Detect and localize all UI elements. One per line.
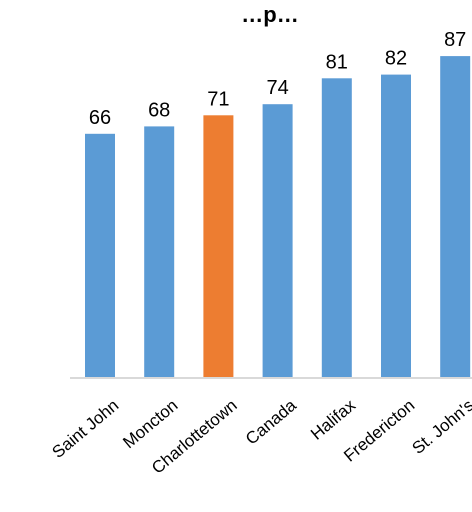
bar-halifax (321, 78, 352, 379)
bar-canada (262, 104, 293, 378)
data-label-canada: 74 (266, 77, 288, 99)
data-label-halifax: 81 (326, 51, 348, 73)
data-labels-group: 66 68 71 74 81 82 87 (89, 29, 466, 129)
bar-moncton (144, 126, 175, 379)
bars-group (85, 56, 471, 379)
category-label-halifax: Halifax (307, 395, 359, 443)
category-label-st-john-s: St. John's (408, 396, 472, 458)
category-label-canada: Canada (242, 395, 300, 448)
chart-title: …p… (241, 2, 298, 27)
bar-st-john-s (440, 56, 471, 378)
data-label-moncton: 68 (148, 99, 170, 121)
category-label-saint-john: Saint John (49, 396, 123, 462)
bar-charlottetown (203, 115, 234, 379)
data-label-st-john-s: 87 (444, 29, 466, 51)
bar-fredericton (381, 74, 411, 378)
data-label-saint-john: 66 (89, 107, 111, 129)
bar-saint-john (85, 133, 115, 378)
data-label-fredericton: 82 (385, 48, 407, 70)
data-label-charlottetown: 71 (207, 88, 229, 110)
